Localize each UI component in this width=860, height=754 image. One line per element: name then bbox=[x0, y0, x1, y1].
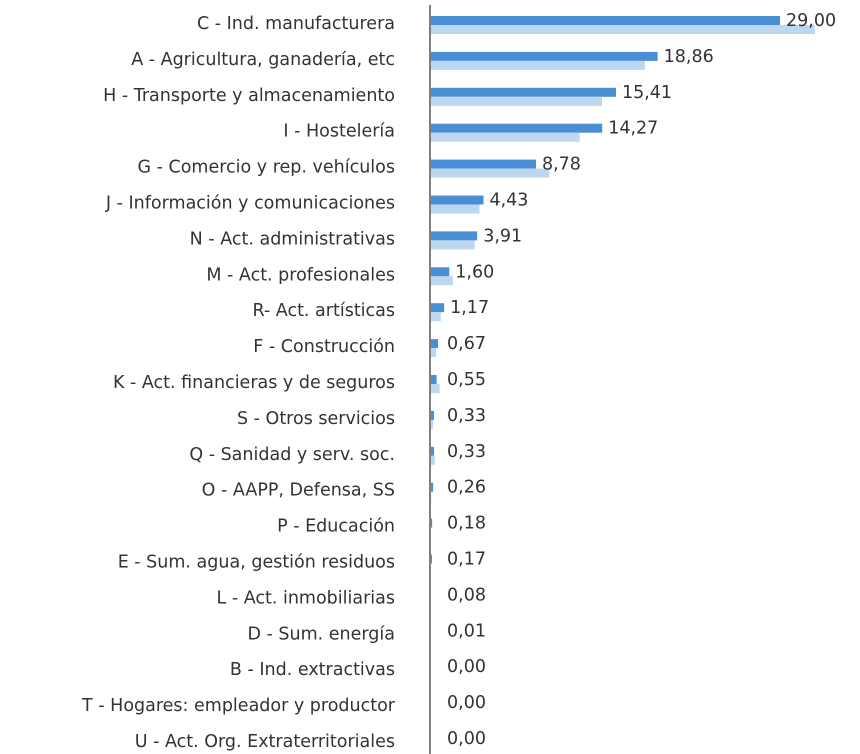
category-label: R- Act. artísticas bbox=[252, 301, 395, 321]
bar bbox=[431, 312, 441, 322]
bar bbox=[431, 384, 440, 393]
category-label: H - Transporte y almacenamiento bbox=[103, 86, 395, 106]
bar bbox=[431, 348, 437, 358]
value-label: 0,67 bbox=[447, 334, 486, 354]
category-label: T - Hogares: empleador y productor bbox=[81, 696, 396, 716]
value-label: 0,00 bbox=[447, 657, 486, 677]
bar bbox=[431, 51, 658, 61]
category-label: F - Construcción bbox=[253, 337, 395, 357]
bar bbox=[431, 375, 437, 384]
value-label: 14,27 bbox=[608, 119, 658, 139]
value-label: 0,33 bbox=[447, 406, 486, 426]
bar bbox=[431, 204, 480, 214]
category-label: U - Act. Org. Extraterritoriales bbox=[135, 732, 395, 752]
value-label: 0,08 bbox=[447, 585, 486, 605]
value-label: 8,78 bbox=[542, 155, 581, 175]
bar bbox=[431, 554, 433, 564]
category-label: O - AAPP, Defensa, SS bbox=[202, 481, 395, 501]
bar bbox=[431, 25, 815, 34]
bar bbox=[431, 419, 434, 429]
bar bbox=[431, 231, 478, 241]
bar bbox=[431, 168, 550, 178]
bar bbox=[431, 240, 475, 250]
category-label: S - Otros servicios bbox=[237, 409, 395, 429]
category-label: G - Comercio y rep. vehículos bbox=[137, 158, 395, 178]
bar bbox=[431, 16, 780, 25]
category-label: M - Act. profesionales bbox=[206, 265, 395, 285]
bar bbox=[431, 518, 433, 528]
category-label: L - Act. inmobiliarias bbox=[217, 588, 396, 608]
value-label: 0,00 bbox=[447, 693, 486, 713]
bar bbox=[431, 132, 580, 142]
bar bbox=[431, 303, 445, 313]
value-label: 0,33 bbox=[447, 442, 486, 462]
category-label: B - Ind. extractivas bbox=[230, 660, 395, 680]
category-label: I - Hostelería bbox=[283, 122, 395, 142]
value-label: 1,17 bbox=[450, 298, 489, 318]
bar bbox=[431, 455, 435, 465]
value-label: 29,00 bbox=[786, 11, 836, 31]
bar bbox=[431, 339, 439, 349]
value-label: 18,86 bbox=[664, 47, 714, 67]
value-label: 0,26 bbox=[447, 478, 486, 498]
value-label: 0,18 bbox=[447, 514, 486, 534]
bar bbox=[431, 410, 434, 420]
category-label: C - Ind. manufacturera bbox=[197, 14, 395, 34]
value-label: 3,91 bbox=[483, 226, 522, 246]
category-label: D - Sum. energía bbox=[248, 624, 396, 644]
value-label: 1,60 bbox=[455, 262, 494, 282]
value-label: 15,41 bbox=[622, 83, 672, 103]
category-label: N - Act. administrativas bbox=[190, 229, 395, 249]
value-label: 0,55 bbox=[447, 370, 486, 390]
bar bbox=[431, 123, 603, 133]
bar bbox=[431, 195, 484, 205]
bar bbox=[431, 482, 434, 492]
bar bbox=[431, 276, 453, 286]
category-label: J - Información y comunicaciones bbox=[105, 194, 395, 214]
bar bbox=[431, 159, 536, 169]
bar bbox=[431, 446, 434, 456]
category-label: P - Educación bbox=[277, 517, 395, 537]
value-label: 0,00 bbox=[447, 729, 486, 749]
value-label: 0,17 bbox=[447, 550, 486, 570]
bar bbox=[431, 267, 450, 277]
category-label: A - Agricultura, ganadería, etc bbox=[131, 50, 395, 70]
category-label: E - Sum. agua, gestión residuos bbox=[118, 553, 395, 573]
category-label: K - Act. financieras y de seguros bbox=[113, 373, 395, 393]
value-label: 0,01 bbox=[447, 621, 486, 641]
bar bbox=[431, 87, 616, 97]
category-label: Q - Sanidad y serv. soc. bbox=[189, 445, 395, 465]
bar bbox=[431, 96, 602, 106]
value-label: 4,43 bbox=[489, 191, 528, 211]
bar bbox=[431, 60, 645, 70]
